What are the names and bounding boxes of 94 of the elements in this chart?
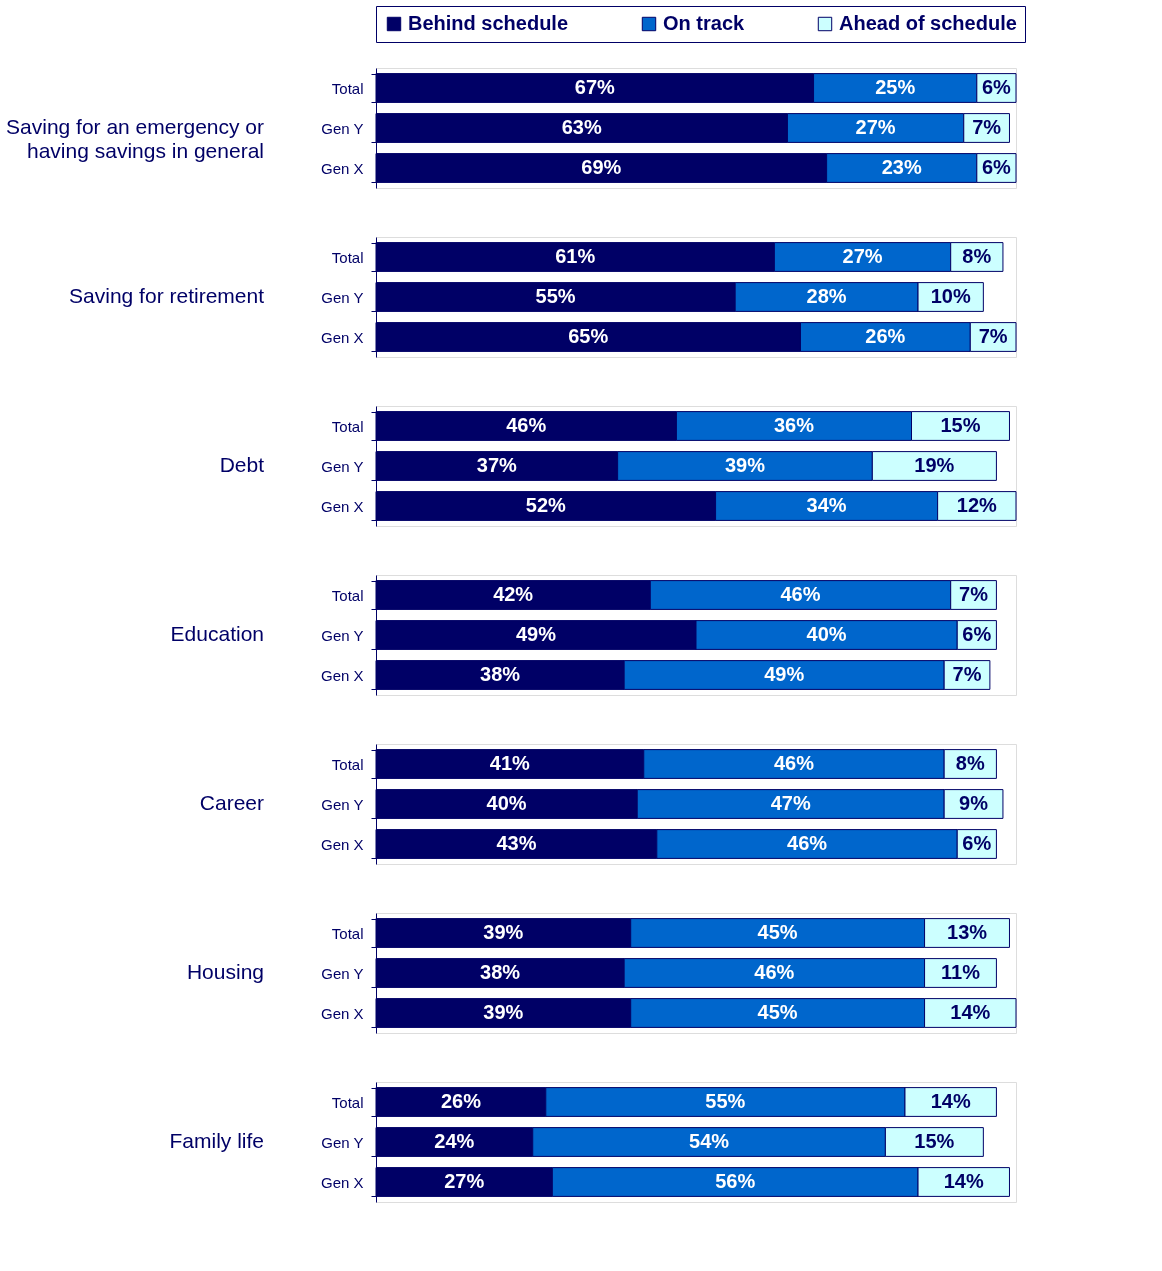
y-tick-label: Total (331, 248, 364, 266)
data-label: 39% (724, 454, 766, 476)
y-tick-label: Gen X (320, 497, 364, 515)
data-label: 36% (773, 414, 815, 436)
data-label: 27% (842, 245, 883, 267)
data-label: 52% (525, 494, 567, 516)
y-tick-label: Gen X (320, 666, 364, 684)
data-label: 55% (535, 285, 576, 307)
data-label: 8% (955, 752, 985, 774)
data-label: 38% (480, 663, 521, 685)
data-label: 27% (444, 1170, 485, 1192)
legend-label: Behind schedule (408, 12, 569, 34)
data-label: 28% (806, 285, 847, 307)
legend-label: On track (663, 12, 746, 34)
data-label: 46% (773, 752, 815, 774)
text: Family life (169, 1129, 264, 1152)
legend-label: Ahead of schedule (839, 12, 1017, 34)
data-label: 26% (440, 1090, 482, 1112)
data-label: 65% (568, 325, 609, 347)
data-label: 24% (434, 1130, 475, 1152)
y-tick-label: Gen Y (321, 288, 364, 306)
y-tick-label: Gen X (320, 159, 364, 177)
y-tick-label: Gen X (320, 1004, 364, 1022)
y-tick-label: Total (331, 417, 364, 435)
data-label: 61% (555, 245, 596, 267)
data-label: 56% (715, 1170, 756, 1192)
y-tick-label: Gen X (320, 1173, 364, 1191)
data-label: 42% (493, 583, 534, 605)
data-label: 6% (962, 623, 992, 645)
data-label: 69% (581, 156, 622, 178)
data-label: 9% (959, 792, 989, 814)
data-label: 43% (496, 832, 537, 854)
text: Debt (219, 453, 265, 476)
data-label: 15% (914, 1130, 955, 1152)
data-label: 12% (956, 494, 998, 516)
data-label: 54% (689, 1130, 730, 1152)
y-tick-label: Total (331, 1093, 364, 1111)
data-label: 45% (757, 1001, 798, 1023)
data-label: 19% (914, 454, 955, 476)
data-label: 34% (806, 494, 847, 516)
data-label: 10% (930, 285, 971, 307)
y-tick-label: Gen Y (321, 457, 364, 475)
data-label: 46% (506, 414, 547, 436)
y-tick-label: Total (331, 79, 364, 97)
data-label: 63% (561, 116, 602, 138)
data-label: 49% (515, 623, 557, 645)
y-tick-label: Total (331, 924, 364, 942)
y-tick-label: Gen Y (321, 964, 364, 982)
data-label: 45% (757, 921, 798, 943)
data-label: 15% (940, 414, 981, 436)
y-tick-label: Gen Y (321, 119, 364, 137)
data-label: 7% (952, 663, 982, 685)
data-label: 39% (483, 1001, 524, 1023)
data-label: 23% (881, 156, 922, 178)
data-label: 39% (483, 921, 524, 943)
data-label: 25% (875, 76, 916, 98)
y-tick-label: Gen X (320, 328, 364, 346)
data-label: 26% (865, 325, 906, 347)
data-label: 55% (705, 1090, 746, 1112)
data-label: 67% (574, 76, 616, 98)
text: Saving for retirement (69, 284, 265, 307)
data-label: 46% (787, 832, 828, 854)
y-tick-label: Gen Y (321, 795, 364, 813)
data-label: 11% (941, 961, 981, 983)
data-label: 46% (754, 961, 795, 983)
data-label: 38% (480, 961, 521, 983)
data-label: 7% (978, 325, 1008, 347)
text: Housing (186, 960, 264, 983)
data-label: 47% (770, 792, 811, 814)
data-label: 27% (855, 116, 896, 138)
data-label: 14% (950, 1001, 991, 1023)
data-label: 14% (930, 1090, 971, 1112)
data-label: 7% (959, 583, 989, 605)
data-label: 41% (489, 752, 531, 774)
data-label: 14% (943, 1170, 984, 1192)
data-label: 40% (806, 623, 847, 645)
data-label: 13% (947, 921, 988, 943)
text: Saving for an emergency or having savings in general (6, 115, 265, 162)
data-label: 40% (486, 792, 527, 814)
data-label: 6% (981, 156, 1012, 178)
text: Career (199, 791, 264, 814)
y-tick-label: Gen Y (321, 626, 364, 644)
text: Education (170, 622, 264, 645)
data-label: 7% (972, 116, 1002, 138)
data-label: 6% (962, 832, 992, 854)
y-tick-label: Gen X (320, 835, 364, 853)
data-label: 6% (981, 76, 1012, 98)
data-label: 8% (962, 245, 992, 267)
data-label: 46% (780, 583, 821, 605)
y-tick-label: Total (331, 755, 364, 773)
data-label: 49% (764, 663, 805, 685)
data-label: 37% (476, 454, 518, 476)
y-tick-label: Total (331, 586, 364, 604)
y-tick-label: Gen Y (321, 1133, 364, 1151)
